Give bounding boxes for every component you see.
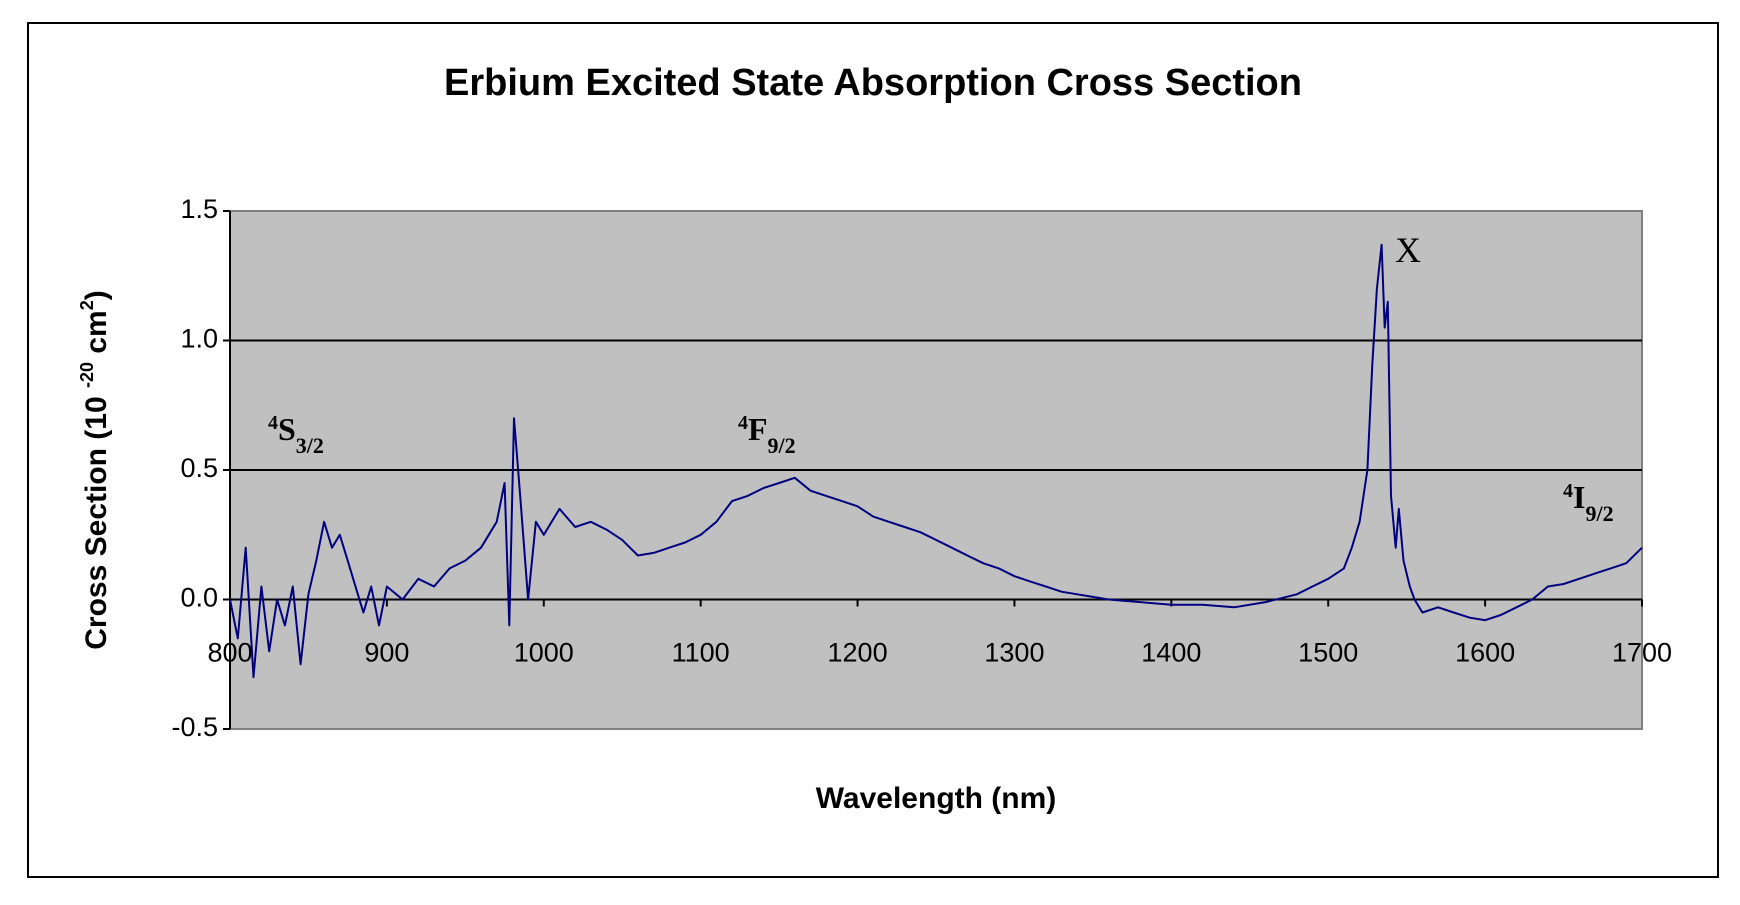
y-tick-label: 1.0 bbox=[180, 324, 218, 354]
ann-sub: 9/2 bbox=[768, 433, 796, 458]
x-tick-label: 1000 bbox=[514, 638, 574, 668]
x-tick-label: 1500 bbox=[1298, 638, 1358, 668]
x-axis-label: Wavelength (nm) bbox=[816, 782, 1057, 815]
ann-sub: 3/2 bbox=[296, 433, 324, 458]
ann-sup: 4 bbox=[1563, 480, 1573, 502]
y-label-part: Cross Section (10 bbox=[80, 388, 113, 650]
y-label-part: ) bbox=[80, 290, 113, 300]
y-tick-label: 0.5 bbox=[180, 453, 218, 483]
ann-sup: 4 bbox=[268, 412, 278, 434]
annotation: 4F9/2 bbox=[738, 411, 796, 458]
y-label-part: cm bbox=[80, 310, 113, 362]
x-tick-label: 800 bbox=[207, 638, 252, 668]
ann-main: X bbox=[1395, 230, 1421, 270]
annotation: 4I9/2 bbox=[1563, 479, 1614, 526]
x-tick-label: 1300 bbox=[984, 638, 1044, 668]
y-label-sup: -20 bbox=[77, 362, 97, 388]
annotation: 4S3/2 bbox=[268, 411, 324, 458]
ann-sub: 9/2 bbox=[1585, 501, 1613, 526]
y-label-sup: 2 bbox=[77, 300, 97, 310]
y-tick-label: 0.0 bbox=[180, 583, 218, 613]
y-axis-label: Cross Section (10 -20 cm2) bbox=[77, 290, 113, 650]
x-tick-label: 900 bbox=[364, 638, 409, 668]
ann-sup: 4 bbox=[738, 412, 748, 434]
y-tick-label: -0.5 bbox=[171, 712, 218, 742]
chart-title: Erbium Excited State Absorption Cross Se… bbox=[444, 62, 1302, 104]
data-line bbox=[229, 243, 1643, 679]
x-tick-label: 1200 bbox=[828, 638, 888, 668]
ann-main: F bbox=[748, 411, 768, 447]
x-tick-label: 1600 bbox=[1455, 638, 1515, 668]
ann-main: I bbox=[1573, 479, 1585, 515]
x-tick-label: 1700 bbox=[1612, 638, 1672, 668]
x-tick-label: 1400 bbox=[1141, 638, 1201, 668]
ann-main: S bbox=[278, 411, 296, 447]
y-tick-label: 1.5 bbox=[180, 194, 218, 224]
annotation: X bbox=[1395, 230, 1421, 270]
x-tick-label: 1100 bbox=[672, 638, 730, 668]
